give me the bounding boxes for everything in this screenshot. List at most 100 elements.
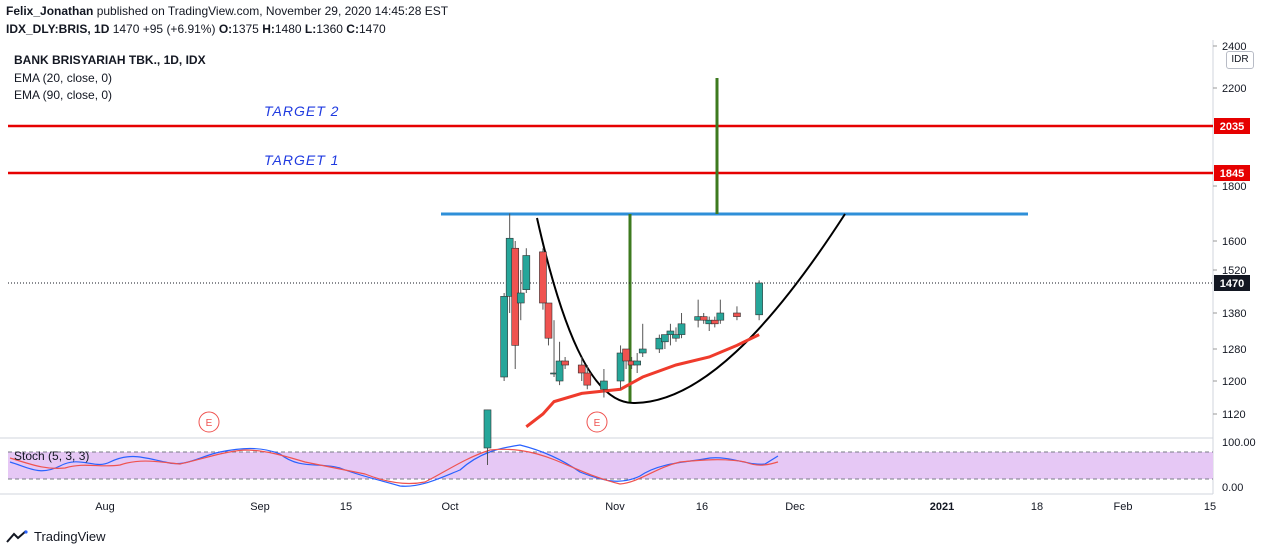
candle[interactable] <box>755 280 763 321</box>
candle[interactable] <box>622 348 630 369</box>
candle-body <box>699 316 708 321</box>
currency-badge[interactable]: IDR <box>1226 51 1254 69</box>
candle[interactable] <box>511 241 520 369</box>
candle[interactable] <box>483 409 492 465</box>
candle[interactable] <box>600 369 608 398</box>
time-tick-label: Dec <box>785 501 805 513</box>
candle[interactable] <box>694 299 702 328</box>
candle[interactable] <box>699 313 708 324</box>
price-label-box: 1845 <box>1214 165 1250 181</box>
candle-body <box>677 323 686 335</box>
earnings-marker-2-label: E <box>594 418 601 429</box>
legend-ema20[interactable]: EMA (20, close, 0) <box>14 71 113 85</box>
candle-body <box>500 296 508 378</box>
last-price: 1470 <box>112 22 140 36</box>
candle-body <box>555 360 564 382</box>
time-tick-label: 15 <box>1204 501 1216 513</box>
stoch-k-line <box>9 444 779 487</box>
candle-body <box>600 380 608 390</box>
candle-body <box>755 282 763 316</box>
candle[interactable] <box>655 334 664 353</box>
published-text: published on TradingView.com, November 2… <box>96 4 449 18</box>
open-label: O: <box>218 22 233 36</box>
tradingview-brand[interactable]: TradingView <box>6 529 106 544</box>
stoch-band-fill <box>8 452 1213 479</box>
candle[interactable] <box>544 302 553 346</box>
price-label-bg <box>1214 118 1250 134</box>
candle-body <box>655 337 664 350</box>
earnings-marker-1[interactable]: E <box>198 411 220 433</box>
candle-body <box>544 302 553 339</box>
target-1-label: TARGET 1 <box>264 152 339 168</box>
candle[interactable] <box>672 327 680 342</box>
candle-body <box>616 352 625 382</box>
price-tick-label: 2400 <box>1222 41 1246 53</box>
candle-body <box>710 319 719 325</box>
earnings-marker-2[interactable]: E <box>586 411 608 433</box>
candle[interactable] <box>666 323 675 346</box>
price-labels: 2035 1845 1470 <box>1214 118 1250 291</box>
candle[interactable] <box>633 353 641 373</box>
price-axis[interactable]: 2400 2200 1800 1600 1520 1380 1280 1200 1120 <box>1213 41 1246 421</box>
price-tick-label: 1280 <box>1222 344 1246 356</box>
stoch-d-line <box>9 448 779 485</box>
legend-ema90[interactable]: EMA (90, close, 0) <box>14 88 113 102</box>
candle[interactable] <box>539 248 547 310</box>
close-label: C: <box>346 22 359 36</box>
stoch-tick-label: 0.00 <box>1222 482 1243 494</box>
candle[interactable] <box>616 345 625 390</box>
candle[interactable] <box>677 313 686 339</box>
candle[interactable] <box>522 248 531 293</box>
price-tick-label: 1120 <box>1222 409 1246 421</box>
price-tick-label: 2200 <box>1222 83 1246 95</box>
price-label-text: 1470 <box>1220 278 1244 290</box>
publish-header: Felix_Jonathan published on TradingView.… <box>6 4 448 18</box>
candle[interactable] <box>733 306 741 321</box>
high-label: H: <box>262 22 275 36</box>
low-label: L: <box>304 22 317 36</box>
candle-body <box>638 348 647 354</box>
candle[interactable] <box>516 270 525 321</box>
candle[interactable] <box>561 357 569 369</box>
legend-title: BANK BRISYARIAH TBK., 1D, IDX <box>14 53 206 67</box>
time-tick-label: 2021 <box>930 501 954 513</box>
candle[interactable] <box>661 334 669 349</box>
time-tick-label: 16 <box>696 501 708 513</box>
time-tick-label: 18 <box>1031 501 1043 513</box>
time-axis[interactable]: Aug Sep 15 Oct Nov 16 Dec 2021 18 Feb 15 <box>95 501 1216 513</box>
candle[interactable] <box>710 316 719 328</box>
candle-body <box>716 312 725 321</box>
candle-body <box>633 360 641 366</box>
candle[interactable] <box>577 357 586 381</box>
target-2-label: TARGET 2 <box>264 103 339 119</box>
time-tick-label: Feb <box>1114 501 1133 513</box>
earnings-marker-1-label: E <box>206 418 213 429</box>
symbol-name: IDX_DLY:BRIS, 1D <box>6 22 110 36</box>
candle[interactable] <box>500 293 508 381</box>
price-label-box: 1470 <box>1214 275 1250 291</box>
candle-body <box>733 312 741 317</box>
cup-curve[interactable] <box>536 213 846 405</box>
candle-body <box>483 409 492 449</box>
time-tick-label: Nov <box>605 501 625 513</box>
time-tick-label: 15 <box>340 501 352 513</box>
candle-body <box>539 251 547 304</box>
tradingview-logo-icon <box>6 529 28 543</box>
candle[interactable] <box>555 341 564 386</box>
stoch-legend[interactable]: Stoch (5, 3, 3) <box>14 449 90 463</box>
price-label-bg <box>1214 165 1250 181</box>
low-value: 1360 <box>316 22 343 36</box>
author-name[interactable]: Felix_Jonathan <box>6 4 94 18</box>
price-tick-label: 1200 <box>1222 376 1246 388</box>
price-tick-label: 1600 <box>1222 236 1246 248</box>
candle[interactable] <box>583 365 592 390</box>
candle[interactable] <box>716 299 725 324</box>
candle-body <box>622 348 630 362</box>
candle-body <box>516 292 525 304</box>
price-tick-label: 1520 <box>1222 265 1246 277</box>
candle[interactable] <box>638 323 647 357</box>
high-value: 1480 <box>274 22 302 36</box>
time-tick-label: Sep <box>250 501 270 513</box>
candle-body <box>561 360 569 366</box>
